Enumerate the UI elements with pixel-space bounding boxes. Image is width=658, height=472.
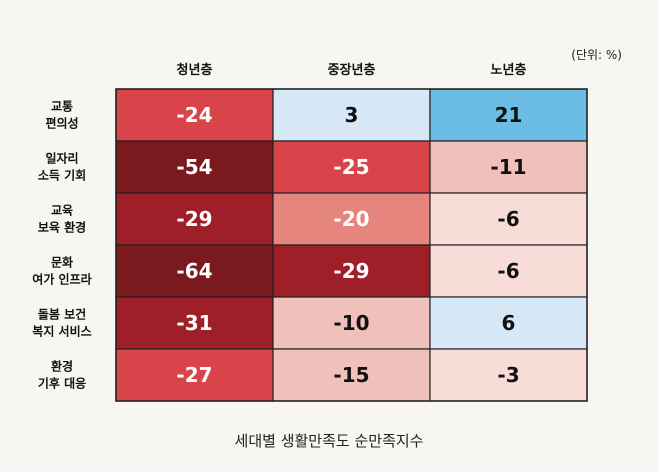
heatmap-cell (429, 296, 588, 350)
column-header: 노년층 (491, 62, 527, 78)
cell-value-label: -10 (333, 311, 369, 335)
row-label: 돌봄 보건 복지 서비스 (32, 307, 91, 339)
cell-value-label: -31 (176, 311, 212, 335)
cell-value-label: 21 (495, 103, 523, 127)
cell-value-label: -29 (176, 207, 212, 231)
cell-value-label: -27 (176, 363, 212, 387)
cell-value-label: -3 (497, 363, 519, 387)
heatmap-cell (272, 140, 431, 194)
cell-value-label: -15 (333, 363, 369, 387)
cell-value-label: 6 (502, 311, 516, 335)
heatmap-cell (272, 244, 431, 298)
cell-value-label: -6 (497, 207, 519, 231)
row-label: 교통 편의성 (45, 99, 78, 131)
row-label: 문화 여가 인프라 (32, 255, 91, 287)
unit-label: (단위: %) (571, 48, 622, 62)
heatmap-cell (429, 140, 588, 194)
cell-value-label: -64 (176, 259, 212, 283)
heatmap-cell (429, 348, 588, 402)
row-label: 교육 보육 환경 (38, 203, 86, 235)
row-label: 일자리 소득 기회 (38, 151, 86, 183)
row-label: 환경 기후 대응 (38, 359, 86, 391)
cell-value-label: -6 (497, 259, 519, 283)
cell-value-label: 3 (345, 103, 359, 127)
grid-border (115, 88, 588, 402)
cell-value-label: -11 (490, 155, 526, 179)
cell-value-label: -25 (333, 155, 369, 179)
heatmap-cell (429, 244, 588, 298)
column-header: 중장년층 (328, 62, 376, 78)
heatmap-cell (272, 296, 431, 350)
cell-value-label: -54 (176, 155, 212, 179)
cell-value-label: -29 (333, 259, 369, 283)
heatmap-cell (115, 296, 274, 350)
heatmap-cell (115, 192, 274, 246)
cell-value-label: -20 (333, 207, 369, 231)
heatmap-cell (429, 192, 588, 246)
cell-value-label: -24 (176, 103, 212, 127)
chart-caption: 세대별 생활만족도 순만족지수 (234, 432, 424, 450)
column-header: 청년층 (177, 62, 213, 78)
heatmap-cell (272, 192, 431, 246)
